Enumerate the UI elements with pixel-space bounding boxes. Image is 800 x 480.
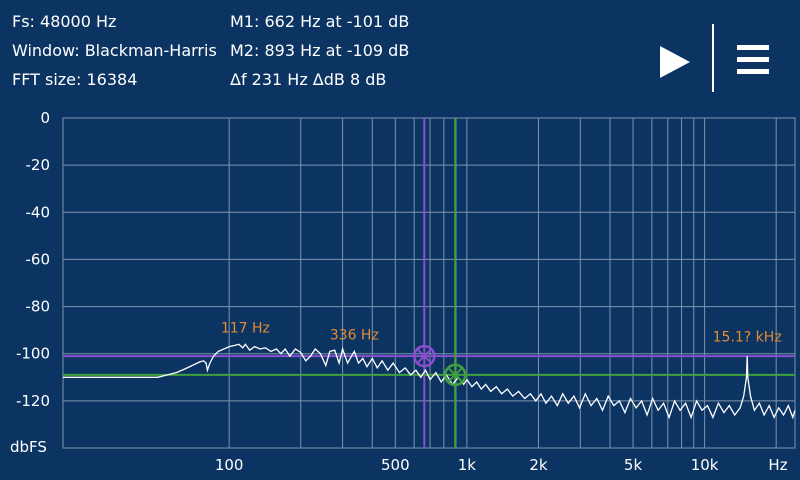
x-tick-label: 100 [215, 456, 244, 474]
marker-1-circle [413, 344, 436, 368]
window-type-readout: Window: Blackman-Harris [12, 41, 217, 60]
y-tick-label: -60 [26, 250, 51, 268]
menu-button[interactable] [733, 40, 773, 80]
marker-2-cross [447, 367, 463, 383]
marker-1-cross [416, 348, 433, 364]
y-tick-label: -100 [16, 345, 50, 363]
marker-delta-readout: Δf 231 Hz ΔdB 8 dB [230, 70, 387, 89]
fft-size-readout: FFT size: 16384 [12, 70, 138, 89]
x-tick-label: 10k [691, 456, 719, 474]
y-tick-label: -20 [26, 156, 51, 174]
marker1-readout: M1: 662 Hz at -101 dB [230, 12, 410, 31]
x-tick-label: 5k [624, 456, 643, 474]
y-tick-label: -120 [16, 392, 50, 410]
spectrum-trace [63, 343, 796, 420]
peak-label: 117 Hz [221, 320, 270, 336]
x-tick-label: 2k [529, 456, 548, 474]
y-axis-label: dbFS [10, 438, 47, 456]
x-tick-label: 1k [458, 456, 477, 474]
play-icon [660, 46, 690, 78]
marker2-readout: M2: 893 Hz at -109 dB [230, 41, 410, 60]
hamburger-menu-icon [737, 45, 769, 74]
plot-frame [62, 117, 796, 449]
y-tick-label: -80 [26, 298, 51, 316]
play-button[interactable] [650, 38, 698, 86]
y-tick-label: -40 [26, 203, 51, 221]
x-tick-label: 500 [381, 456, 410, 474]
marker-2-circle [443, 363, 467, 387]
y-tick-label: 0 [40, 109, 50, 127]
sample-rate-readout: Fs: 48000 Hz [12, 12, 117, 31]
toolbar-divider [712, 24, 714, 92]
peak-label: 336 Hz [330, 327, 379, 343]
x-axis-label: Hz [768, 456, 787, 474]
peak-label: 15.1? kHz [713, 330, 782, 346]
